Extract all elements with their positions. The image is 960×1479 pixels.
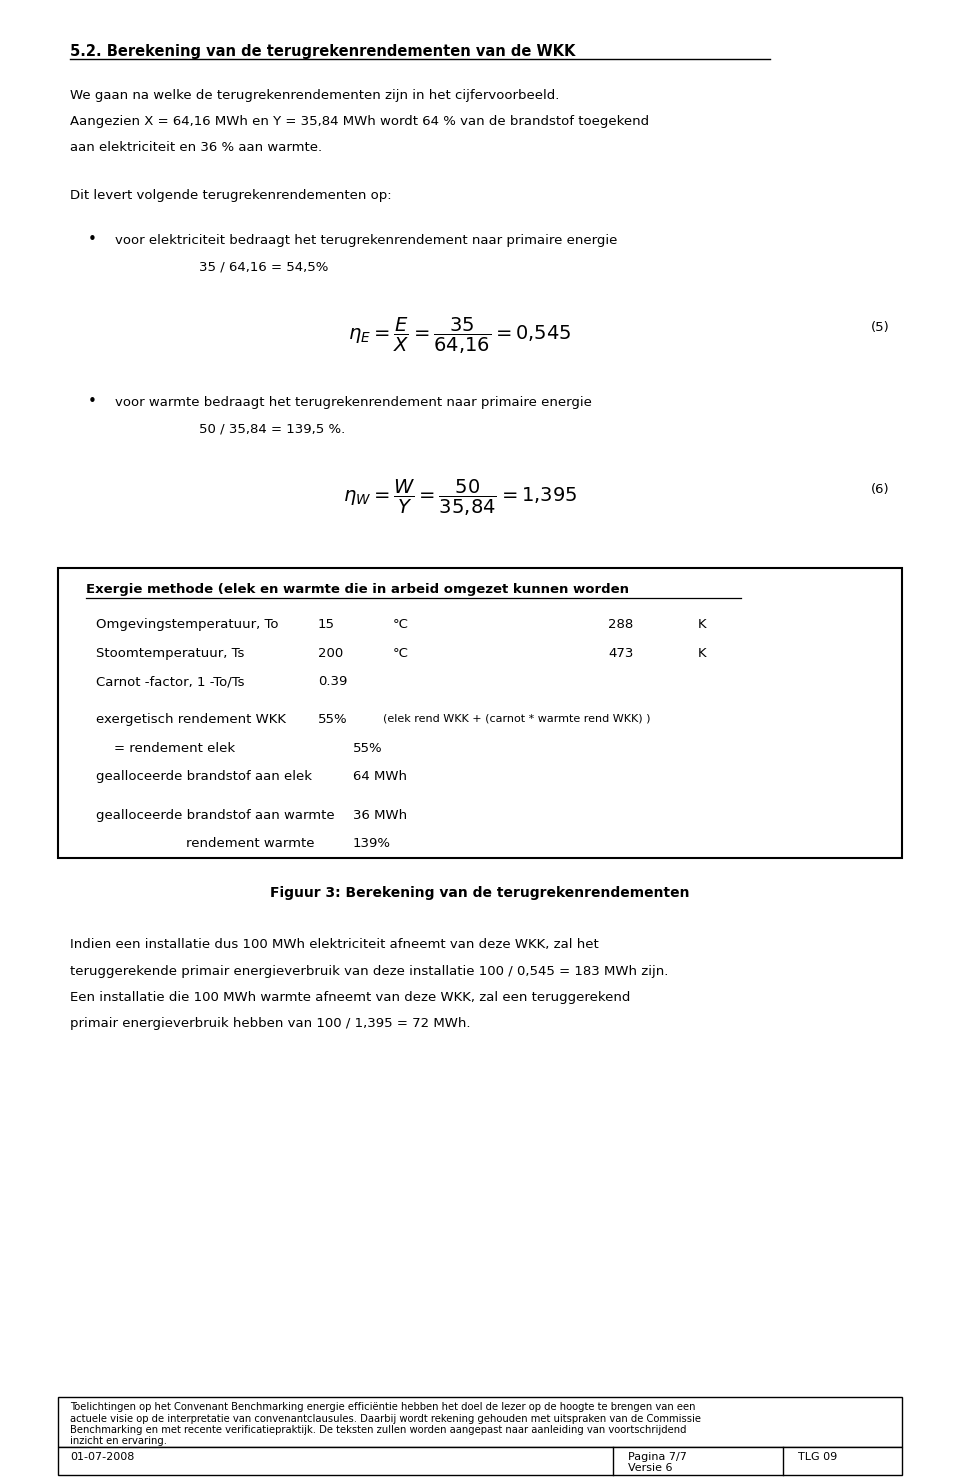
Text: 288: 288 [608,618,634,632]
Text: 01-07-2008: 01-07-2008 [70,1452,134,1463]
Text: inzicht en ervaring.: inzicht en ervaring. [70,1436,167,1446]
Text: 64 MWh: 64 MWh [353,771,407,784]
Text: actuele visie op de interpretatie van convenantclausules. Daarbij wordt rekening: actuele visie op de interpretatie van co… [70,1414,701,1423]
Text: K: K [698,618,707,632]
Text: voor elektriciteit bedraagt het terugrekenrendement naar primaire energie: voor elektriciteit bedraagt het terugrek… [115,234,617,247]
Text: 200: 200 [318,646,344,660]
Text: Versie 6: Versie 6 [628,1463,673,1473]
Text: rendement warmte: rendement warmte [186,837,315,850]
Text: $\eta_W = \dfrac{W}{Y} = \dfrac{50}{35{,}84} = 1{,}395$: $\eta_W = \dfrac{W}{Y} = \dfrac{50}{35{,… [343,478,577,518]
Text: = rendement elek: = rendement elek [114,742,235,754]
FancyBboxPatch shape [58,1446,902,1475]
Text: gealloceerde brandstof aan warmte: gealloceerde brandstof aan warmte [96,809,335,822]
Text: teruggerekende primair energieverbruik van deze installatie 100 / 0,545 = 183 MW: teruggerekende primair energieverbruik v… [70,964,668,978]
Text: $\eta_E = \dfrac{E}{X} = \dfrac{35}{64{,}16} = 0{,}545$: $\eta_E = \dfrac{E}{X} = \dfrac{35}{64{,… [348,317,572,356]
Text: •: • [88,393,97,410]
Text: gealloceerde brandstof aan elek: gealloceerde brandstof aan elek [96,771,312,784]
Text: 55%: 55% [318,713,348,726]
FancyBboxPatch shape [58,1398,902,1446]
Text: aan elektriciteit en 36 % aan warmte.: aan elektriciteit en 36 % aan warmte. [70,141,323,154]
Text: Dit levert volgende terugrekenrendementen op:: Dit levert volgende terugrekenrendemente… [70,189,392,203]
Text: 50 / 35,84 = 139,5 %.: 50 / 35,84 = 139,5 %. [165,423,346,436]
Text: Een installatie die 100 MWh warmte afneemt van deze WKK, zal een teruggerekend: Een installatie die 100 MWh warmte afnee… [70,991,631,1004]
Text: °C: °C [393,646,409,660]
Text: 5.2. Berekening van de terugrekenrendementen van de WKK: 5.2. Berekening van de terugrekenrendeme… [70,44,575,59]
Text: Pagina 7/7: Pagina 7/7 [628,1452,686,1463]
Text: Carnot -factor, 1 -To/Ts: Carnot -factor, 1 -To/Ts [96,674,245,688]
Text: Indien een installatie dus 100 MWh elektriciteit afneemt van deze WKK, zal het: Indien een installatie dus 100 MWh elekt… [70,938,599,951]
Text: 0.39: 0.39 [318,674,348,688]
Text: voor warmte bedraagt het terugrekenrendement naar primaire energie: voor warmte bedraagt het terugrekenrende… [115,396,592,410]
Text: (elek rend WKK + (carnot * warmte rend WKK) ): (elek rend WKK + (carnot * warmte rend W… [383,713,651,723]
Text: K: K [698,646,707,660]
Text: exergetisch rendement WKK: exergetisch rendement WKK [96,713,286,726]
Text: °C: °C [393,618,409,632]
Text: Aangezien X = 64,16 MWh en Y = 35,84 MWh wordt 64 % van de brandstof toegekend: Aangezien X = 64,16 MWh en Y = 35,84 MWh… [70,115,649,129]
Text: •: • [88,232,97,247]
Text: Toelichtingen op het Convenant Benchmarking energie efficiëntie hebben het doel : Toelichtingen op het Convenant Benchmark… [70,1402,695,1412]
Text: 473: 473 [608,646,634,660]
Text: Omgevingstemperatuur, To: Omgevingstemperatuur, To [96,618,278,632]
FancyBboxPatch shape [58,568,902,858]
Text: 36 MWh: 36 MWh [353,809,407,822]
Text: 15: 15 [318,618,335,632]
Text: 139%: 139% [353,837,391,850]
Text: (6): (6) [872,484,890,495]
Text: We gaan na welke de terugrekenrendementen zijn in het cijfervoorbeeld.: We gaan na welke de terugrekenrendemente… [70,89,560,102]
Text: TLG 09: TLG 09 [798,1452,837,1463]
Text: 35 / 64,16 = 54,5%: 35 / 64,16 = 54,5% [165,260,328,274]
Text: Exergie methode (elek en warmte die in arbeid omgezet kunnen worden: Exergie methode (elek en warmte die in a… [86,583,629,596]
Text: (5): (5) [872,321,890,334]
Text: primair energieverbruik hebben van 100 / 1,395 = 72 MWh.: primair energieverbruik hebben van 100 /… [70,1018,470,1031]
Text: Benchmarking en met recente verificatiepraktijk. De teksten zullen worden aangep: Benchmarking en met recente verificatiep… [70,1424,686,1435]
Text: Stoomtemperatuur, Ts: Stoomtemperatuur, Ts [96,646,245,660]
Text: Figuur 3: Berekening van de terugrekenrendementen: Figuur 3: Berekening van de terugrekenre… [271,886,689,901]
Text: 55%: 55% [353,742,383,754]
